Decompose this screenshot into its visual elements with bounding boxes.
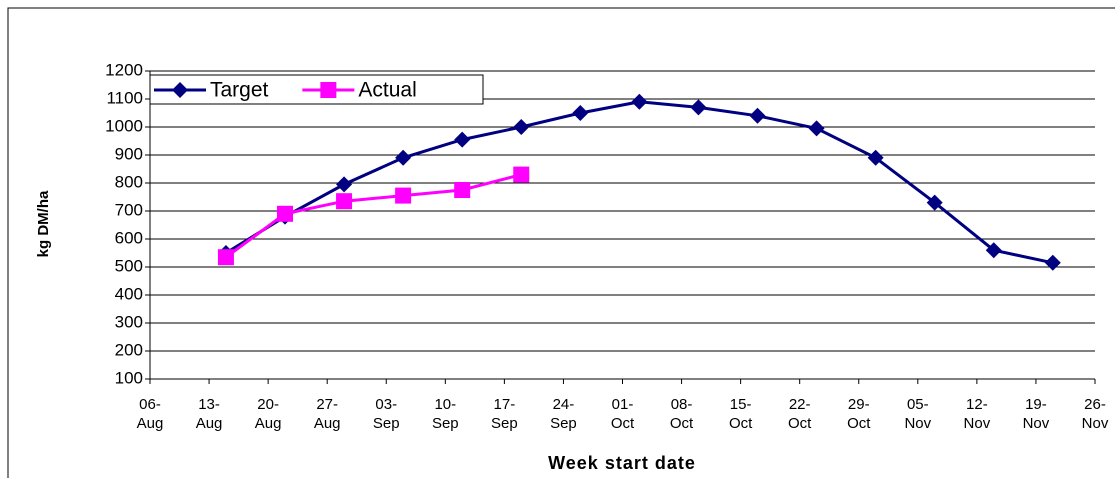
y-tick-label: 1000	[105, 116, 143, 135]
legend-label: Target	[210, 79, 269, 102]
marker	[395, 187, 412, 204]
marker	[454, 182, 471, 198]
y-tick-label: 900	[115, 144, 143, 163]
x-tick-label: 15-Oct	[728, 396, 753, 432]
marker	[808, 120, 825, 137]
x-tick-label: 26-Nov	[1081, 396, 1109, 432]
marker	[454, 131, 471, 148]
x-tick-label: 24-Sep	[550, 396, 577, 432]
y-axis-title: kg DM/ha	[35, 190, 52, 257]
marker	[1044, 254, 1061, 271]
series-line	[225, 173, 522, 259]
marker	[985, 242, 1002, 259]
legend-marker	[320, 82, 337, 98]
marker	[690, 99, 707, 116]
y-tick-label: 100	[115, 368, 143, 387]
x-tick-label: 01-Oct	[610, 396, 635, 432]
y-tick-label: 400	[115, 284, 143, 303]
marker	[926, 194, 943, 211]
legend-marker	[172, 82, 188, 98]
x-axis-title: Week start date	[548, 453, 696, 473]
x-tick-label: 13-Aug	[195, 396, 223, 432]
marker	[336, 193, 353, 210]
marker	[631, 93, 648, 110]
marker	[513, 166, 530, 183]
x-tick-label: 08-Oct	[669, 396, 694, 432]
x-tick-label: 10-Sep	[431, 396, 459, 432]
marker	[867, 149, 884, 166]
x-tick-label: 19-Nov	[1022, 396, 1050, 432]
marker	[336, 176, 353, 193]
x-tick-label: 29-Oct	[847, 396, 871, 432]
marker	[513, 119, 530, 135]
y-tick-label: 1200	[105, 60, 143, 79]
y-tick-label: 300	[115, 312, 143, 331]
x-tick-label: 27-Aug	[313, 396, 341, 432]
y-tick-label: 200	[115, 340, 143, 359]
y-tick-label: 800	[115, 172, 143, 191]
x-tick-label: 12-Nov	[963, 396, 991, 432]
marker	[749, 107, 766, 124]
marker	[217, 249, 234, 266]
marker	[277, 205, 293, 222]
x-tick-label: 22-Oct	[788, 396, 812, 432]
y-tick-label: 600	[115, 228, 143, 247]
y-tick-label: 700	[115, 200, 143, 219]
x-tick-label: 06-Aug	[136, 396, 164, 432]
x-tick-label: 03-Sep	[372, 396, 400, 432]
x-tick-label: 05-Nov	[904, 396, 932, 432]
y-tick-label: 1100	[106, 88, 143, 107]
chart-frame	[7, 7, 1115, 478]
marker	[572, 105, 589, 121]
y-tick-label: 500	[115, 256, 143, 275]
marker	[395, 149, 412, 166]
legend-label: Actual	[358, 79, 416, 102]
x-tick-label: 20-Aug	[254, 396, 282, 432]
x-tick-label: 17-Sep	[491, 396, 518, 432]
